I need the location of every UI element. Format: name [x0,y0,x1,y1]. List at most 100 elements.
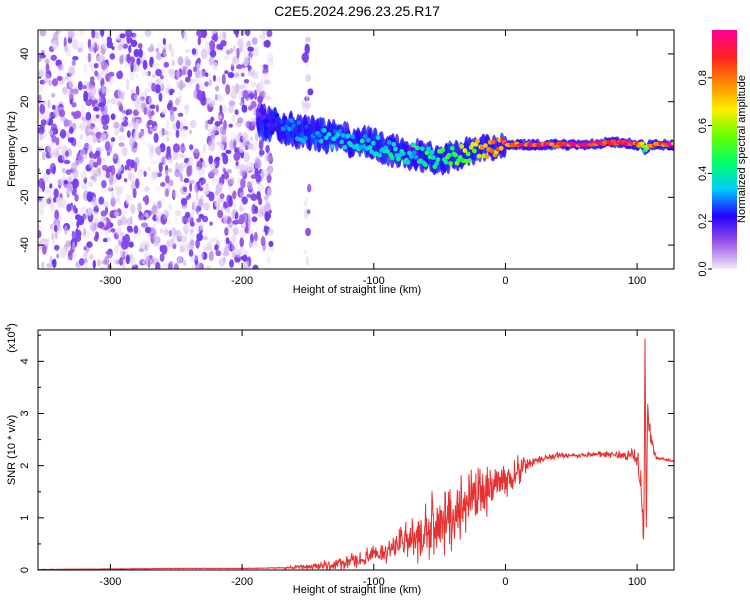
spectrogram-cell [247,143,254,150]
spectrogram-cell [172,189,176,201]
spectrogram-cell [47,143,54,154]
spectrogram-cell [267,58,274,68]
spectrogram-cell [182,244,190,252]
spectrogram-cell [63,159,71,165]
spectrogram-cell [101,35,105,44]
spectrogram-cell [233,152,241,162]
snr-series-line [38,338,674,570]
spectrogram-cell [74,234,82,242]
spectrogram-cell [261,30,268,36]
spectrogram-cell [88,143,93,153]
spectrogram-cell [190,211,195,218]
spectrogram-cell [111,191,115,202]
spectrogram-cell [143,107,148,115]
spectrogram-cell [239,84,246,90]
spectrogram-cell [123,178,128,183]
spectrogram-cell [262,242,266,252]
spectrogram-cell [221,92,225,103]
spectrogram-cell [163,188,170,198]
spectrogram-cell [227,105,234,114]
spectrogram-cell [266,212,271,220]
spectrogram-cell [139,57,144,64]
spectrogram-cell [150,144,155,154]
spectrogram-cell [114,199,121,204]
spectrogram-cell [77,47,83,53]
spectrogram-cell [98,196,105,205]
spectrogram-cell [80,206,87,215]
spectrogram-cell [235,249,242,258]
snr-x-tick-label: -300 [99,576,121,588]
spectrogram-cell [195,239,200,249]
spectrogram-cell [49,183,53,189]
spectrogram-cell [302,104,309,114]
spectrogram-cell [100,59,107,71]
spectrogram-cell [68,30,75,40]
spectrogram-cell [103,124,108,130]
spectrogram-cell [234,211,239,220]
spectrogram-cell [209,49,217,58]
spectrogram-cell [188,179,195,185]
spectrogram-cell [161,244,168,255]
spectrogram-cell [211,167,219,175]
spectrogram-cell [237,38,244,49]
spectrogram-cell [240,256,244,261]
spectrogram-cell [248,228,254,233]
spectrogram-cell [186,165,192,177]
spectrogram-cell [87,38,92,49]
ridge-core [476,153,482,159]
spectrogram-cell [208,79,212,87]
spectrogram-cell [101,180,107,189]
spectrogram-cell [201,236,209,241]
spectrogram-noise-region [301,36,314,267]
ridge-core [274,112,280,118]
spectrogram-cell [155,47,160,53]
ridge-core [362,134,368,139]
spectrogram-cell [205,119,208,131]
spectrogram-cell [180,146,187,152]
spectrogram-cell [66,203,72,212]
spectrogram-cell [146,106,151,118]
spectrogram-cell [239,192,245,197]
spectrogram-cell [191,199,199,209]
spectrogram-cell [254,205,258,214]
spectrogram-cell [101,104,108,116]
spectrogram-cell [79,134,83,141]
spectrogram-cell [39,66,46,77]
ridge-core [309,126,314,131]
spectrogram-cell [42,197,49,207]
spectrogram-cell [126,33,131,45]
spectrogram-cell [242,254,248,262]
spectrogram-cell [183,104,190,111]
spectrogram-cell [245,222,249,227]
spectrogram-cell [45,69,52,79]
spectrogram-cell [61,167,67,174]
spectrogram-cell [119,232,123,242]
spectrogram-cell [148,96,153,105]
spectrogram-cell [57,178,64,186]
spectrogram-plot-area [38,30,674,269]
spectrogram-cell [214,196,220,208]
spectrogram-cell [241,196,248,205]
spectrogram-cell [111,149,118,160]
ridge-core [285,120,291,126]
spectrogram-cell [162,225,167,233]
ridge-core [411,150,417,156]
spectrogram-cell [117,238,121,244]
spectrogram-cell [45,63,50,73]
spectrogram-cell [39,210,44,216]
spectrogram-cell [223,104,227,114]
spectrogram-cell [194,166,201,171]
spectrogram-cell [99,133,106,142]
spectrogram-cell [171,235,175,245]
spectrogram-cell [101,84,106,94]
spectrogram-cell [46,237,50,243]
spectrogram-cell [165,87,170,95]
spectrogram-cell [210,30,218,34]
spectrogram-cell [199,250,204,261]
spectrogram-cell [219,154,224,160]
spectrogram-cell [247,46,254,52]
spectrogram-cell [185,48,191,53]
spectrogram-cell [52,196,57,203]
spectrogram-cell [133,48,140,58]
spectrogram-cell [118,134,126,142]
